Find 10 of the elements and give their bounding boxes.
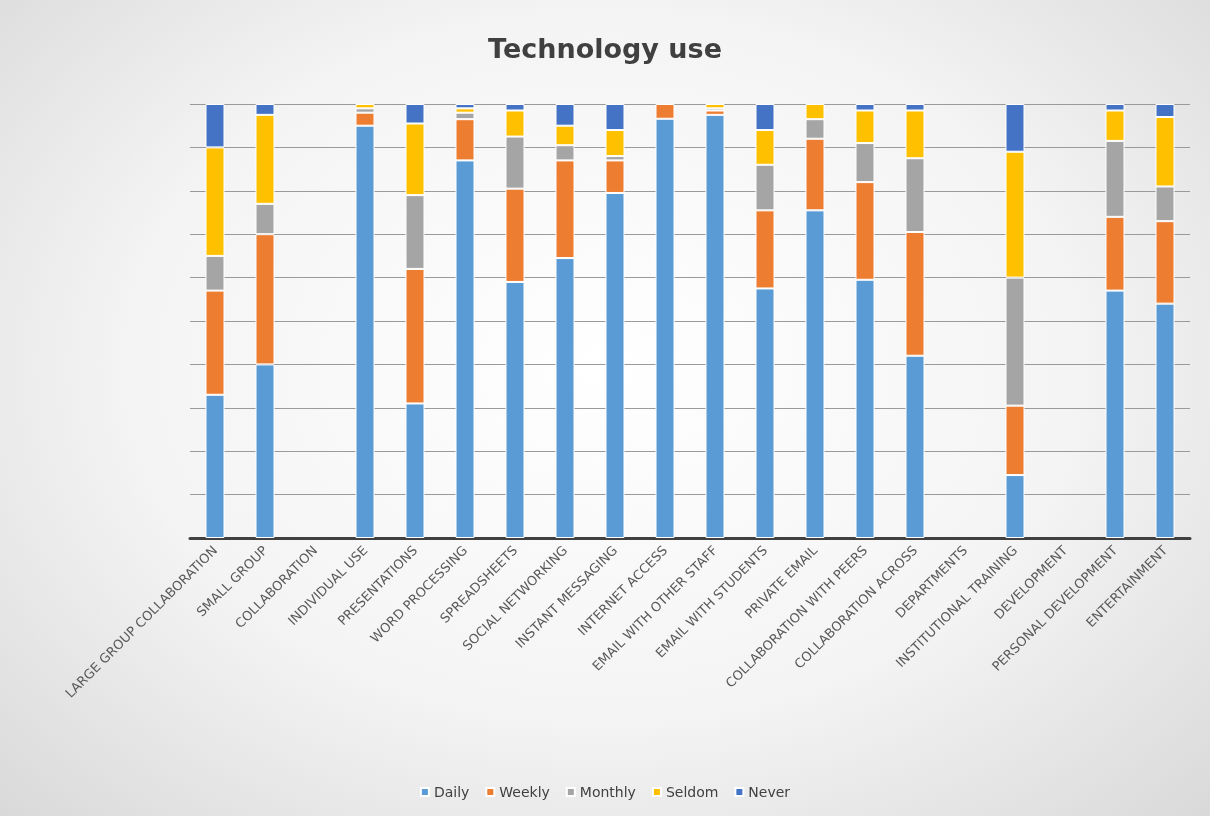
bar — [455, 104, 475, 109]
legend-label: Seldom — [665, 784, 719, 800]
bar — [705, 114, 725, 538]
bar — [705, 104, 725, 109]
legend-label: Weekly — [499, 784, 550, 800]
chart-title: Technology use — [488, 33, 722, 64]
legend-label: Monthly — [579, 784, 636, 800]
legend-label: Daily — [433, 784, 470, 800]
bar — [355, 104, 375, 109]
legend-label: Never — [748, 784, 791, 800]
